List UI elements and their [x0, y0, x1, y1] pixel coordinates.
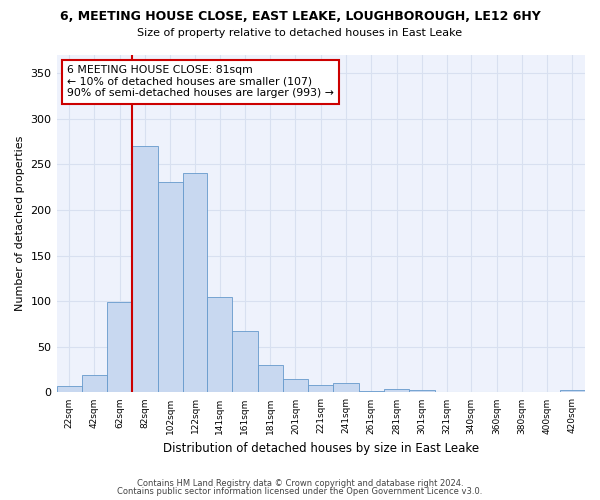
Bar — [409, 390, 434, 392]
Bar — [283, 379, 308, 392]
Bar — [308, 385, 334, 392]
Bar — [183, 172, 207, 392]
Text: Contains HM Land Registry data © Crown copyright and database right 2024.: Contains HM Land Registry data © Crown c… — [137, 478, 463, 488]
Text: Contains public sector information licensed under the Open Government Licence v3: Contains public sector information licen… — [118, 487, 482, 496]
X-axis label: Distribution of detached houses by size in East Leake: Distribution of detached houses by size … — [163, 442, 479, 455]
Bar — [359, 390, 384, 392]
Bar — [158, 182, 183, 392]
Bar — [56, 386, 82, 392]
Bar — [257, 365, 283, 392]
Bar — [107, 302, 133, 392]
Text: Size of property relative to detached houses in East Leake: Size of property relative to detached ho… — [137, 28, 463, 38]
Bar — [334, 384, 359, 392]
Bar — [232, 332, 257, 392]
Bar — [560, 390, 585, 392]
Text: 6, MEETING HOUSE CLOSE, EAST LEAKE, LOUGHBOROUGH, LE12 6HY: 6, MEETING HOUSE CLOSE, EAST LEAKE, LOUG… — [59, 10, 541, 23]
Text: 6 MEETING HOUSE CLOSE: 81sqm
← 10% of detached houses are smaller (107)
90% of s: 6 MEETING HOUSE CLOSE: 81sqm ← 10% of de… — [67, 65, 334, 98]
Bar — [207, 296, 232, 392]
Y-axis label: Number of detached properties: Number of detached properties — [15, 136, 25, 312]
Bar — [82, 375, 107, 392]
Bar — [384, 389, 409, 392]
Bar — [133, 146, 158, 392]
